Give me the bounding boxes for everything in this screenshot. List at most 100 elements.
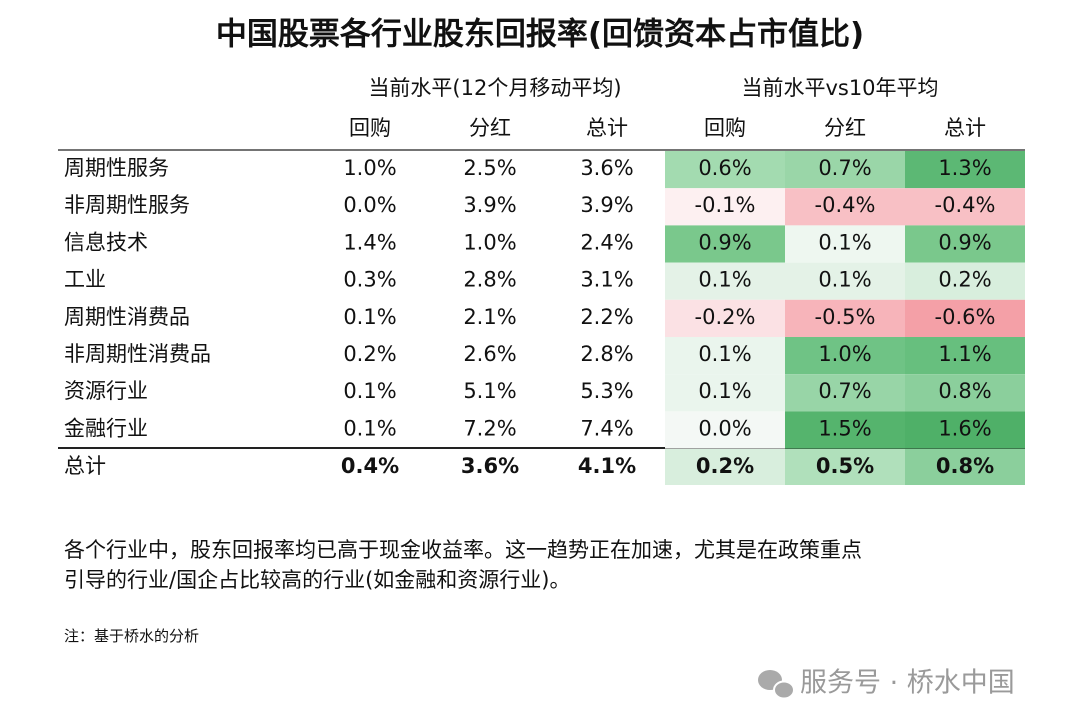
heat-cell — [665, 262, 785, 300]
cell: 0.1% — [818, 230, 871, 254]
heat-cell — [905, 188, 1025, 226]
cell: 0.3% — [343, 268, 396, 292]
cell: 0.9% — [938, 230, 991, 254]
heat-cell — [785, 337, 905, 375]
heat-cell — [785, 262, 905, 300]
row-label: 信息技术 — [64, 230, 148, 254]
cell: 0.2% — [696, 454, 754, 478]
cell: 2.8% — [463, 268, 516, 292]
column-header: 回购 — [704, 116, 746, 140]
cell: 2.1% — [463, 305, 516, 329]
cell: 2.6% — [463, 342, 516, 366]
cell: 2.4% — [580, 230, 633, 254]
cell: 1.1% — [938, 342, 991, 366]
column-header: 分红 — [824, 116, 866, 140]
cell: 1.0% — [463, 230, 516, 254]
column-header: 回购 — [349, 116, 391, 140]
heat-cell — [785, 225, 905, 263]
heat-cell — [785, 449, 905, 485]
cell: -0.5% — [815, 305, 876, 329]
cell: 2.2% — [580, 305, 633, 329]
cell: -0.4% — [815, 193, 876, 217]
row-label: 金融行业 — [64, 416, 148, 440]
cell: 0.7% — [818, 156, 871, 180]
cell: 0.2% — [343, 342, 396, 366]
column-header: 分红 — [469, 116, 511, 140]
cell: 1.6% — [938, 416, 991, 440]
cell: 0.1% — [343, 379, 396, 403]
heat-cell — [665, 337, 785, 375]
heat-cell — [665, 411, 785, 449]
cell: 0.0% — [343, 193, 396, 217]
cell: 0.9% — [698, 230, 751, 254]
watermark: 服务号 · 桥水中国 — [800, 668, 1015, 699]
title: 中国股票各行业股东回报率(回馈资本占市值比) — [216, 17, 864, 53]
heat-cell — [905, 374, 1025, 412]
cell: 3.9% — [580, 193, 633, 217]
cell: 2.8% — [580, 342, 633, 366]
column-header: 总计 — [586, 116, 628, 140]
cell: 0.1% — [698, 268, 751, 292]
cell: 0.8% — [938, 379, 991, 403]
cell: 0.1% — [343, 305, 396, 329]
heat-cell — [905, 337, 1025, 375]
cell: 0.7% — [818, 379, 871, 403]
heat-cell — [785, 411, 905, 449]
cell: 7.4% — [580, 416, 633, 440]
heat-cell — [785, 299, 905, 337]
cell: 0.8% — [936, 454, 994, 478]
heat-cell — [905, 449, 1025, 485]
heat-cell — [665, 151, 785, 189]
cell: 3.6% — [580, 156, 633, 180]
cell: -0.1% — [695, 193, 756, 217]
row-label: 资源行业 — [64, 379, 148, 403]
cell: 0.4% — [341, 454, 399, 478]
heat-cell — [665, 225, 785, 263]
heat-cell — [905, 225, 1025, 263]
cell: 1.3% — [938, 156, 991, 180]
row-label: 工业 — [64, 268, 106, 292]
cell: -0.6% — [935, 305, 996, 329]
row-label: 周期性服务 — [64, 156, 169, 180]
cell: -0.2% — [695, 305, 756, 329]
row-label: 非周期性消费品 — [64, 342, 211, 366]
cell: 2.5% — [463, 156, 516, 180]
cell: 0.6% — [698, 156, 751, 180]
heat-cell — [785, 188, 905, 226]
row-label: 周期性消费品 — [64, 305, 190, 329]
heat-cell — [905, 299, 1025, 337]
cell: 3.1% — [580, 268, 633, 292]
heat-cell — [665, 299, 785, 337]
cell: 4.1% — [578, 454, 636, 478]
cell: 0.1% — [343, 416, 396, 440]
row-label: 总计 — [64, 454, 106, 478]
note: 注：基于桥水的分析 — [64, 627, 199, 645]
row-label: 非周期性服务 — [64, 193, 190, 217]
heat-cell — [665, 374, 785, 412]
column-header: 总计 — [944, 116, 986, 140]
cell: 0.5% — [816, 454, 874, 478]
body-text: 各个行业中，股东回报率均已高于现金收益率。这一趋势正在加速，尤其是在政策重点 — [64, 538, 862, 562]
cell: 1.5% — [818, 416, 871, 440]
cell: -0.4% — [935, 193, 996, 217]
group-header: 当前水平(12个月移动平均) — [368, 76, 621, 100]
body-text: 引导的行业/国企占比较高的行业(如金融和资源行业)。 — [64, 568, 570, 592]
heat-cell — [785, 374, 905, 412]
cell: 5.3% — [580, 379, 633, 403]
cell: 1.0% — [343, 156, 396, 180]
cell: 0.1% — [818, 268, 871, 292]
cell: 3.9% — [463, 193, 516, 217]
heat-cell — [665, 188, 785, 226]
cell: 1.4% — [343, 230, 396, 254]
heat-cell — [785, 151, 905, 189]
cell: 7.2% — [463, 416, 516, 440]
cell: 3.6% — [461, 454, 519, 478]
heat-cell — [905, 262, 1025, 300]
cell: 0.1% — [698, 379, 751, 403]
wechat-icon — [758, 670, 795, 700]
cell: 0.1% — [698, 342, 751, 366]
heat-cell — [905, 151, 1025, 189]
group-header: 当前水平vs10年平均 — [741, 76, 938, 100]
cell: 1.0% — [818, 342, 871, 366]
